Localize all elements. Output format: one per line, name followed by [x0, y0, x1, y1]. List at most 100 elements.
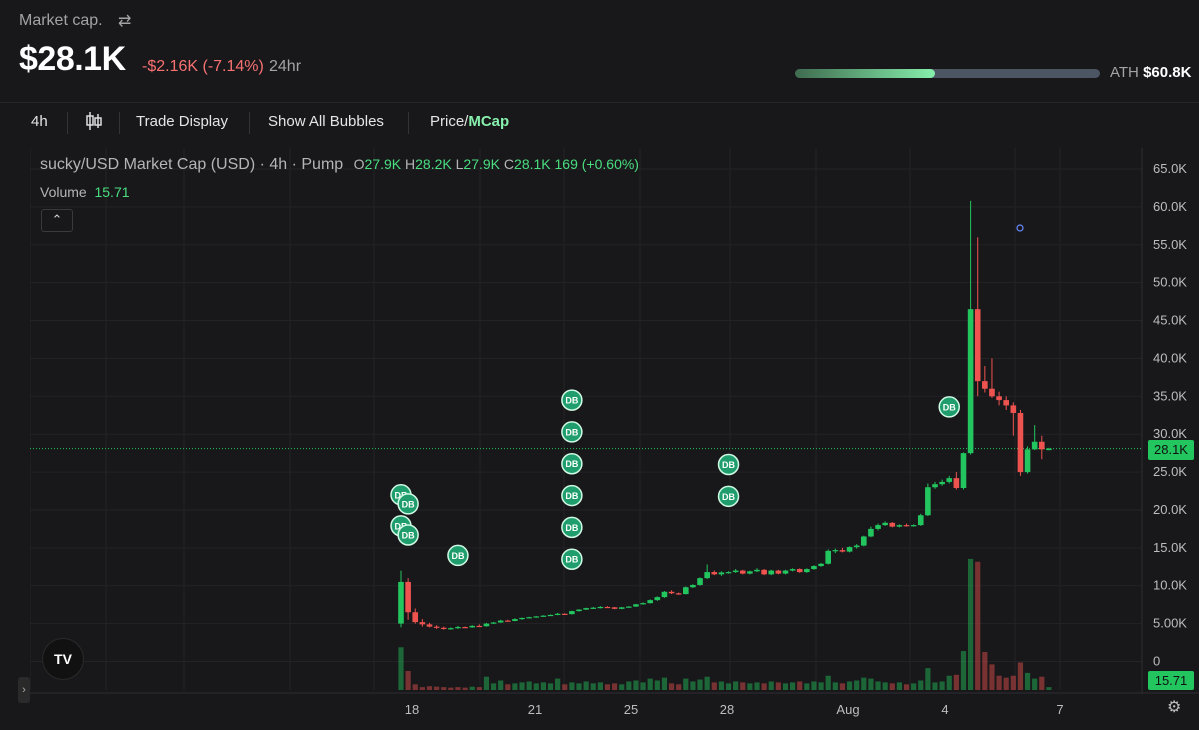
y-tick-label: 25.0K [1153, 464, 1187, 479]
settings-gear-icon[interactable]: ⚙ [1167, 699, 1182, 716]
candle-body [875, 525, 881, 529]
candle-body [910, 525, 917, 527]
trade-bubble [447, 544, 469, 567]
volume-bar [547, 683, 554, 690]
price-mcap-toggle[interactable]: Price/MCap [430, 113, 509, 130]
volume-bar [932, 682, 938, 690]
volume-bar [740, 682, 746, 690]
change-period: 24hr [269, 58, 302, 75]
y-tick-label: 5.00K [1153, 616, 1187, 631]
candle-body [739, 570, 746, 574]
volume-bar [903, 684, 910, 690]
collapse-legend-button[interactable]: ⌃ [41, 209, 73, 232]
volume-bar [569, 682, 575, 690]
volume-bar [925, 668, 931, 690]
candle-body [405, 581, 411, 613]
candlestick-icon[interactable] [85, 110, 103, 136]
volume-bar [996, 675, 1002, 690]
chart-svg[interactable]: 65.0K 60.0K 55.0K 50.0K 45.0K 40.0K 35.0K 30.0K… [30, 148, 1199, 730]
volume-bar [476, 687, 482, 690]
volume-bar [918, 680, 924, 690]
candle-body [512, 619, 518, 621]
candle-body [576, 609, 582, 612]
show-bubbles-button[interactable]: Show All Bubbles [268, 113, 384, 130]
candle-body [433, 626, 440, 628]
volume-bar [804, 683, 810, 690]
sep-3 [249, 112, 250, 134]
side-panel-toggle[interactable]: › [18, 677, 30, 703]
volume-bar [661, 677, 668, 690]
trade-bubble [397, 524, 419, 546]
legend-c: 28.1K [514, 156, 551, 172]
volume-bar [690, 681, 696, 690]
candle-body [967, 309, 974, 454]
volume-legend: Volume 15.71 [40, 184, 130, 200]
interval-button[interactable]: 4h [31, 113, 48, 130]
legend-l: 27.9K [463, 156, 501, 172]
candle-body [939, 481, 945, 485]
candle-body [661, 591, 668, 598]
tradingview-logo[interactable]: TV [42, 638, 84, 680]
x-tick-label: 25 [624, 702, 638, 717]
candle-body [853, 545, 860, 548]
trade-bubble-label: DB [722, 460, 735, 470]
ath-marker [1016, 224, 1024, 232]
candle-body [989, 388, 995, 397]
candle-body [775, 570, 782, 574]
candle-body [412, 612, 419, 623]
candle-body [882, 522, 888, 526]
trade-bubble-label: DB [565, 396, 578, 406]
trade-bubble-label: DB [565, 459, 578, 469]
candle-body [946, 478, 953, 482]
volume-bar [533, 683, 539, 690]
volume-bar [405, 671, 411, 690]
volume-bar [911, 683, 917, 690]
volume-bar [668, 683, 675, 690]
trade-bubble [717, 453, 740, 476]
candle-body [903, 525, 910, 527]
mcap-label: MCap [468, 113, 510, 130]
candle-body [782, 570, 789, 574]
candle-body [974, 309, 981, 382]
volume-bar [441, 687, 447, 690]
candle-body [440, 627, 447, 629]
volume-bar [448, 687, 454, 690]
ath-text: ATH [1110, 64, 1139, 81]
candle-body [668, 591, 675, 594]
volume-bar [946, 675, 952, 690]
volume-bar [683, 678, 689, 690]
candle-body [462, 627, 468, 629]
candle-body [419, 622, 426, 625]
volume-bar [1017, 662, 1024, 690]
x-tick-label: 18 [405, 702, 419, 717]
volume-bar [811, 681, 817, 690]
volume-bar [896, 682, 902, 690]
candle-body [540, 615, 547, 617]
candle-body [861, 536, 867, 546]
candle-body [868, 528, 874, 537]
legend-symbol: sucky/USD Market Cap (USD) · 4h · Pump [40, 156, 344, 173]
volume-bar [875, 681, 881, 690]
volume-bar [1039, 676, 1045, 690]
trade-bubble [938, 396, 960, 418]
volume-bar [725, 683, 732, 690]
candle-body [732, 570, 739, 573]
volume-bar [733, 681, 739, 690]
volume-bar [434, 686, 440, 690]
candle-body [725, 572, 732, 574]
candle-body [896, 525, 903, 527]
trade-bubble-label: DB [395, 490, 408, 500]
ath-label: ATH $60.8K [1110, 64, 1191, 81]
volume-bar [939, 681, 945, 690]
trade-display-button[interactable]: Trade Display [136, 113, 228, 130]
candle-body [654, 597, 661, 601]
swap-arrows-icon[interactable]: ⇄ [118, 13, 132, 30]
candle-body [505, 620, 511, 622]
volume-bar [633, 680, 639, 690]
volume-bar [654, 680, 660, 690]
candle-body [718, 572, 725, 575]
trade-bubble [561, 548, 583, 570]
trade-bubble-label: DB [943, 402, 956, 412]
candle-body [789, 569, 796, 571]
volume-bar [676, 684, 682, 690]
